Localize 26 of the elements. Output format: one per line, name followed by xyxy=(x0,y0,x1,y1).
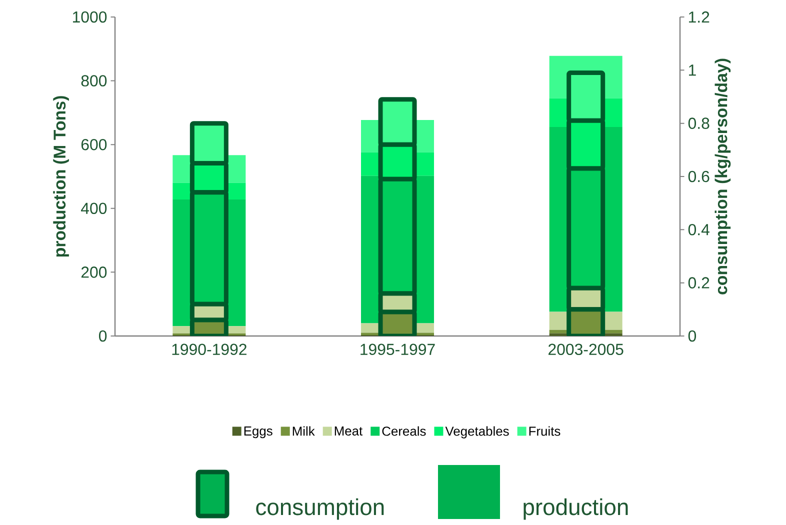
legend-label: Eggs xyxy=(244,426,272,438)
y-tick-label: 400 xyxy=(81,202,107,214)
legend-label: Meat xyxy=(334,426,363,436)
y-tick-label: 1000 xyxy=(72,11,107,23)
y2-tick-label: 0.4 xyxy=(688,224,710,236)
y-axis-title: production (M Tons) xyxy=(53,96,69,257)
y2-tick-label: 0.2 xyxy=(688,277,710,288)
y-tick-label: 800 xyxy=(81,75,107,86)
text: consumption xyxy=(256,498,384,520)
text: production xyxy=(524,498,628,520)
y2-tick-label: 0.6 xyxy=(688,170,710,182)
x-tick-label: 1990-1992 xyxy=(172,344,246,356)
x-tick-label: 1995-1997 xyxy=(360,344,435,356)
y-tick-label: 200 xyxy=(81,266,107,278)
y2-tick-label: 0 xyxy=(688,330,696,342)
legend-label: Vegetables xyxy=(445,426,509,438)
y2-tick-label: 1.2 xyxy=(689,11,710,23)
y2-axis-title: consumption (kg/person/day) xyxy=(714,58,731,294)
y2-tick-label: 0.8 xyxy=(688,118,710,129)
legend-label: Fruits xyxy=(529,426,560,436)
y2-tick-label: 1 xyxy=(689,64,696,76)
x-tick-label: 2003-2005 xyxy=(548,344,624,356)
y-tick-label: 0 xyxy=(98,330,107,342)
legend-label: Milk xyxy=(292,426,315,436)
legend-label: Cereals xyxy=(382,426,426,436)
y-tick-label: 600 xyxy=(81,138,107,150)
